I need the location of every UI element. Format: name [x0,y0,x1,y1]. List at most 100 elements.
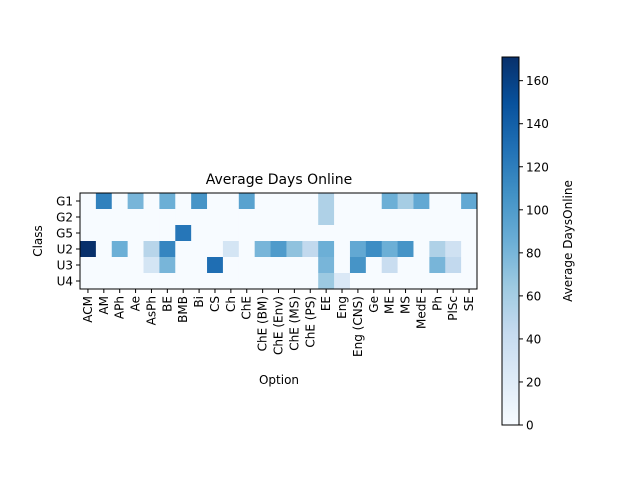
heatmap-cell [318,209,335,226]
heatmap-cell [143,193,160,210]
heatmap-cell [334,225,351,242]
colorbar-tick-label: 0 [526,419,534,433]
heatmap-cell [80,193,97,210]
heatmap-cell [461,257,478,274]
heatmap-cell [95,241,113,258]
heatmap-cell [222,209,240,226]
colorbar-tick-label: 80 [526,246,541,260]
colorbar-label: Average DaysOnline [561,180,575,302]
heatmap-cell [429,209,446,226]
heatmap-cell [334,193,351,210]
heatmap-cell [302,257,319,274]
heatmap-cell [334,241,351,258]
heatmap-cell [365,193,383,210]
heatmap-cell [191,241,208,258]
heatmap-cell [286,257,303,274]
heatmap-cell [111,273,129,290]
heatmap-cell [413,273,430,290]
x-tick-label: BMB [176,296,190,323]
heatmap-cell [175,273,192,290]
heatmap-cell [318,193,335,210]
heatmap-cell [365,257,383,274]
heatmap-cell [381,241,398,258]
x-tick-label: APh [113,296,127,319]
heatmap-cell [429,193,446,210]
heatmap-cell [334,257,351,274]
x-tick-label: Ge [367,296,381,313]
heatmap-cell [207,241,224,258]
heatmap-cell [175,257,192,274]
heatmap-cell [159,225,176,242]
heatmap-cell [349,209,367,226]
heatmap-cell [95,209,113,226]
heatmap-cell [365,241,383,258]
y-tick-label: G2 [56,211,73,225]
heatmap-cell [286,241,303,258]
heatmap-cell [302,241,319,258]
heatmap-cell [127,193,144,210]
heatmap-cell [381,257,398,274]
heatmap-cell [175,225,192,242]
x-tick-label: ChE [240,296,254,320]
heatmap-cell [397,273,414,290]
heatmap-cell [143,225,160,242]
heatmap-cell [381,209,398,226]
heatmap-cell [80,257,97,274]
x-tick-label: MedE [414,296,428,329]
heatmap-cell [127,273,144,290]
heatmap-cell [111,257,129,274]
heatmap-cell [254,241,271,258]
x-tick-label: Ch [224,296,238,312]
heatmap-cell [429,241,446,258]
x-tick-label: ACM [81,296,95,323]
heatmap-cell [159,257,176,274]
heatmap-cell [429,273,446,290]
heatmap-cell [238,193,256,210]
heatmap-cell [349,257,367,274]
x-tick-label: BE [160,296,174,312]
x-tick-label: CS [208,296,222,312]
x-tick-label: PlSc [446,296,460,321]
heatmap-cell [175,241,192,258]
heatmap-cell [461,225,478,242]
colorbar-axis: 0 20 40 60 80 100 120 140 160 [519,74,549,433]
heatmap-cell [254,225,271,242]
heatmap-cell [207,209,224,226]
heatmap-cell [413,241,430,258]
x-tick-label: ChE (PS) [303,296,317,348]
heatmap-cell [143,257,160,274]
heatmap-cell [238,241,256,258]
heatmap-cell [191,225,208,242]
colorbar-tick-label: 140 [526,117,549,131]
heatmap-cell [349,225,367,242]
heatmap-cell [80,209,97,226]
heatmap-cell [127,225,144,242]
heatmap-cell [127,257,144,274]
heatmap-cell [429,225,446,242]
heatmap-cell [270,257,287,274]
heatmap-cell [175,193,192,210]
x-tick-label: SE [462,296,476,311]
heatmap-cell [95,225,113,242]
x-axis: ACM AM APh Ae AsPh BE BMB Bi CS Ch ChE ChE (BM) ChE … [81,289,476,357]
heatmap-cell [365,209,383,226]
x-tick-label: EE [319,296,333,311]
heatmap-cell [445,241,462,258]
y-tick-label: U2 [57,243,73,257]
colorbar-tick-label: 160 [526,74,549,88]
heatmap-cell [429,257,446,274]
heatmap-cell [286,225,303,242]
x-tick-label: Eng [335,296,349,319]
x-tick-label: Ae [129,296,143,311]
heatmap-cell [381,273,398,290]
heatmap-cell [349,273,367,290]
heatmap-cell [270,209,287,226]
heatmap-cells [80,193,478,290]
x-tick-label: MS [399,296,413,314]
heatmap-cell [461,209,478,226]
x-tick-label: ChE (BM) [256,296,270,351]
heatmap-cell [254,209,271,226]
heatmap-cell [461,241,478,258]
heatmap-cell [397,241,414,258]
heatmap-cell [80,225,97,242]
